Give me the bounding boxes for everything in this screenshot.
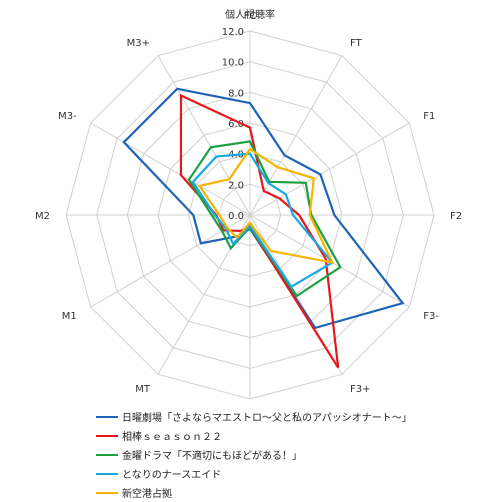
chart-title: 個人視聴率 bbox=[225, 8, 275, 21]
legend-item: 新空港占拠 bbox=[96, 483, 496, 502]
series-line bbox=[197, 147, 335, 265]
radar-grid bbox=[65, 30, 435, 400]
chart-legend: 日曜劇場「さよならマエストロ～父と私のアパッシオナート～」 相棒ｓｅａｓｏｎ２２ 金… bbox=[96, 407, 496, 502]
legend-swatch bbox=[96, 434, 118, 437]
category-label: M3- bbox=[58, 111, 77, 122]
legend-item: 相棒ｓｅａｓｏｎ２２ bbox=[96, 426, 496, 445]
legend-swatch bbox=[96, 415, 118, 418]
tick-label: 10.0 bbox=[222, 58, 244, 69]
legend-label: となりのナースエイド bbox=[122, 470, 222, 481]
legend-item: 金曜ドラマ「不適切にもほどがある！」 bbox=[96, 445, 496, 464]
category-label: M1 bbox=[62, 311, 77, 322]
category-label: M3+ bbox=[127, 38, 150, 49]
tick-label: 12.0 bbox=[222, 27, 244, 38]
legend-swatch bbox=[96, 453, 118, 456]
grid-spoke bbox=[90, 122, 251, 216]
category-label: MT bbox=[135, 384, 151, 395]
category-label: FC bbox=[244, 11, 257, 22]
legend-label: 相棒ｓｅａｓｏｎ２２ bbox=[122, 432, 222, 443]
series-line bbox=[191, 152, 335, 289]
category-label: F3- bbox=[423, 311, 439, 322]
legend-label: 日曜劇場「さよならマエストロ～父と私のアパッシオナート～」 bbox=[122, 413, 412, 424]
category-label: F1 bbox=[423, 111, 435, 122]
legend-label: 金曜ドラマ「不適切にもほどがある！」 bbox=[122, 451, 302, 462]
grid-spoke bbox=[157, 55, 251, 216]
tick-label: 0.0 bbox=[228, 211, 244, 222]
series-lines bbox=[122, 87, 405, 369]
tick-label: 8.0 bbox=[228, 88, 244, 99]
grid-spoke bbox=[157, 214, 251, 375]
category-label: F2 bbox=[450, 211, 462, 222]
radar-chart: 個人視聴率 0.02.04.06.08.010.012.0 FCFTF1F2F3… bbox=[35, 8, 462, 400]
radial-tick-labels: 0.02.04.06.08.010.012.0 bbox=[222, 27, 244, 222]
category-label: M2 bbox=[35, 211, 50, 222]
tick-label: 2.0 bbox=[228, 180, 244, 191]
legend-swatch bbox=[96, 491, 118, 494]
category-label: FT bbox=[350, 38, 363, 49]
series-line bbox=[122, 87, 405, 330]
grid-spoke bbox=[249, 55, 343, 216]
category-label: F3+ bbox=[350, 384, 371, 395]
legend-label: 新空港占拠 bbox=[122, 489, 172, 500]
legend-item: となりのナースエイド bbox=[96, 464, 496, 483]
grid-spoke bbox=[249, 122, 410, 216]
tick-label: 6.0 bbox=[228, 119, 244, 130]
legend-swatch bbox=[96, 472, 118, 475]
legend-item: 日曜劇場「さよならマエストロ～父と私のアパッシオナート～」 bbox=[96, 407, 496, 426]
